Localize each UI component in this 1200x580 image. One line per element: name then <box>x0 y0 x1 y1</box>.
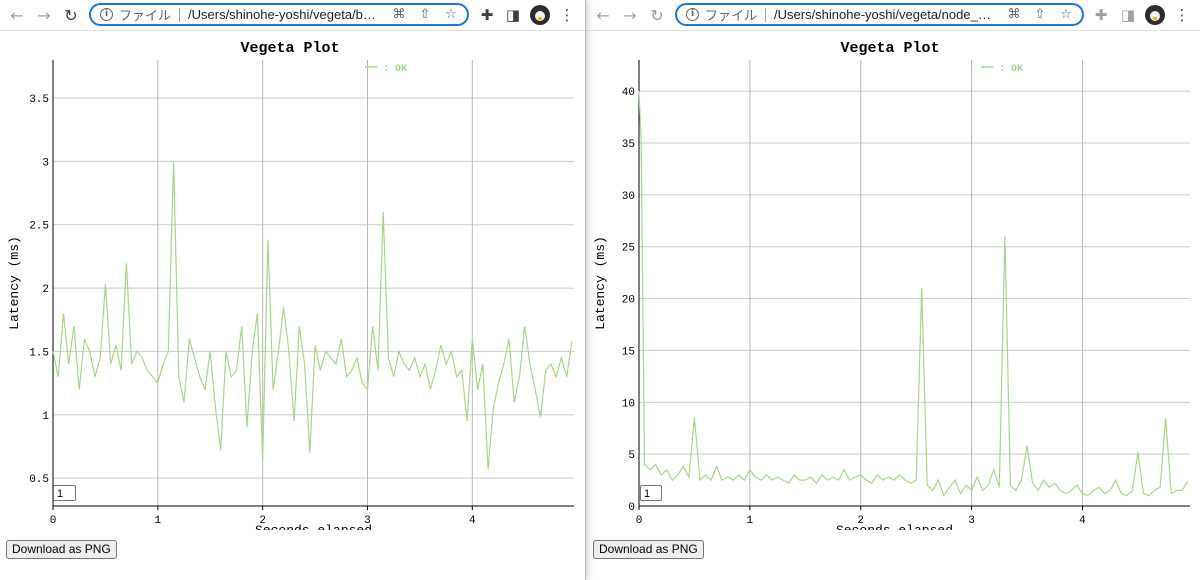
browser-window-left: ← → ↻ i ファイル /Users/shinohe-yoshi/vegeta… <box>0 0 586 580</box>
y-tick-label: 40 <box>622 87 635 99</box>
y-tick-label: 30 <box>622 191 635 203</box>
translate-icon[interactable]: ⌘ <box>392 7 406 22</box>
legend-label: : OK <box>999 64 1023 75</box>
x-axis-label: Seconds elapsed <box>836 523 953 530</box>
browser-toolbar: ← → ↻ i ファイル /Users/shinohe-yoshi/vegeta… <box>586 0 1200 31</box>
divider <box>765 7 767 22</box>
y-tick-label: 0.5 <box>29 474 49 486</box>
share-icon[interactable]: ⇧ <box>419 7 431 22</box>
y-tick-label: 10 <box>622 398 635 410</box>
x-tick-label: 2 <box>259 515 266 527</box>
x-tick-label: 4 <box>1079 515 1086 527</box>
url-text[interactable]: /Users/shinohe-yoshi/vegeta/node_prot.h.… <box>774 7 998 22</box>
reload-icon[interactable]: ↻ <box>64 5 78 25</box>
x-tick-label: 0 <box>636 515 643 527</box>
more-menu-icon[interactable]: ⋮ <box>1174 6 1190 24</box>
url-text[interactable]: /Users/shinohe-yoshi/vegeta/bun_p... <box>188 7 383 22</box>
x-tick-label: 3 <box>968 515 975 527</box>
arrow-right-icon[interactable]: → <box>37 5 51 25</box>
scheme-label: ファイル <box>705 8 758 23</box>
extensions-puzzle-icon[interactable]: ✚ <box>1094 6 1108 24</box>
profile-avatar-icon[interactable] <box>530 5 550 25</box>
latency-chart: 0.5 1 1.5 2 2.5 3 3.5 0 1 2 3 4 : OK Vegeta Plot Secon… <box>7 40 574 530</box>
browser-window-right: ← → ↻ i ファイル /Users/shinohe-yoshi/vegeta… <box>586 0 1200 580</box>
y-tick-label: 35 <box>622 139 635 151</box>
address-bar[interactable]: i ファイル /Users/shinohe-yoshi/vegeta/node_… <box>675 3 1084 26</box>
chart-title: Vegeta Plot <box>840 40 939 57</box>
x-axis-label: Seconds elapsed <box>255 523 372 530</box>
arrow-right-icon[interactable]: → <box>623 5 637 25</box>
series-line-ok <box>52 161 573 470</box>
x-tick-label: 2 <box>857 515 864 527</box>
legend-label: : OK <box>383 64 407 75</box>
y-tick-label: 0 <box>628 502 635 514</box>
x-tick-label: 1 <box>747 515 754 527</box>
y-tick-label: 15 <box>622 346 635 358</box>
y-axis-label: Latency (ms) <box>7 236 22 330</box>
y-tick-label: 25 <box>622 243 635 255</box>
y-axis-label: Latency (ms) <box>593 236 608 330</box>
extensions-puzzle-icon[interactable]: ✚ <box>480 6 494 24</box>
side-panel-icon[interactable]: ◨ <box>1120 6 1136 24</box>
x-tick-label: 1 <box>155 515 162 527</box>
y-tick-label: 3.5 <box>29 94 49 106</box>
scheme-label: ファイル <box>119 8 172 23</box>
y-tick-label: 2 <box>42 284 49 296</box>
download-png-button[interactable]: Download as PNG <box>6 540 117 559</box>
x-tick-label: 3 <box>364 515 371 527</box>
series-line-ok <box>638 91 1189 497</box>
y-tick-label: 20 <box>622 295 635 307</box>
y-tick-label: 3 <box>42 157 49 169</box>
y-tick-label: 5 <box>628 450 635 462</box>
reload-icon[interactable]: ↻ <box>650 5 664 25</box>
share-icon[interactable]: ⇧ <box>1034 7 1046 22</box>
divider <box>179 7 181 22</box>
y-tick-label: 1.5 <box>29 347 49 359</box>
chart-title: Vegeta Plot <box>240 40 339 57</box>
info-icon[interactable]: i <box>686 8 699 21</box>
bookmark-star-icon[interactable]: ☆ <box>445 7 457 22</box>
address-bar[interactable]: i ファイル /Users/shinohe-yoshi/vegeta/bun_p… <box>89 3 469 26</box>
info-icon[interactable]: i <box>100 8 113 21</box>
side-panel-icon[interactable]: ◨ <box>505 6 521 24</box>
arrow-left-icon[interactable]: ← <box>10 5 24 25</box>
zoom-input[interactable]: 1 <box>53 485 76 501</box>
profile-avatar-icon[interactable] <box>1145 5 1165 25</box>
x-tick-label: 0 <box>50 515 57 527</box>
y-tick-label: 1 <box>42 411 49 423</box>
bookmark-star-icon[interactable]: ☆ <box>1060 7 1072 22</box>
x-tick-label: 4 <box>469 515 476 527</box>
zoom-input[interactable]: 1 <box>640 485 662 501</box>
more-menu-icon[interactable]: ⋮ <box>559 6 575 24</box>
browser-toolbar: ← → ↻ i ファイル /Users/shinohe-yoshi/vegeta… <box>0 0 585 31</box>
arrow-left-icon[interactable]: ← <box>596 5 610 25</box>
y-tick-label: 2.5 <box>29 221 49 233</box>
translate-icon[interactable]: ⌘ <box>1007 7 1021 22</box>
download-png-button[interactable]: Download as PNG <box>593 540 704 559</box>
